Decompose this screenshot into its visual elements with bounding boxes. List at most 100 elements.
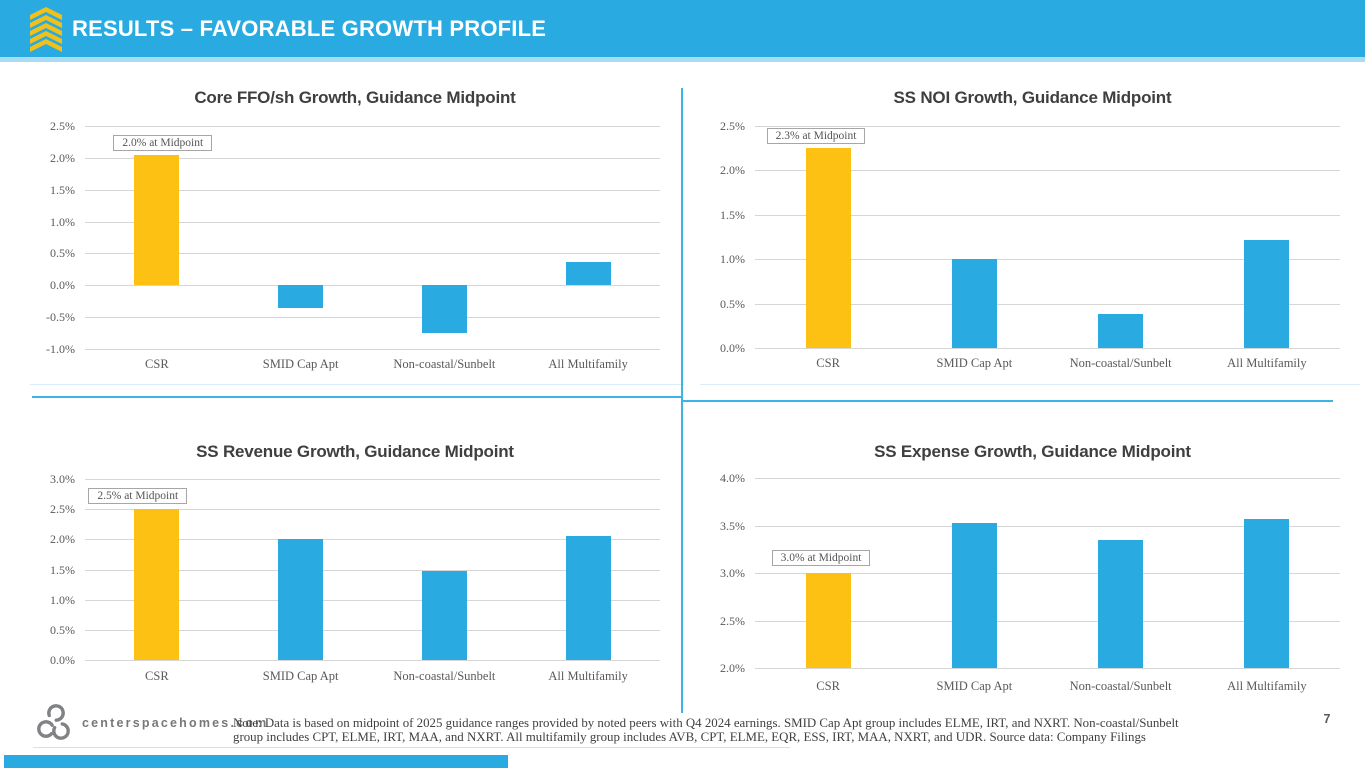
footer-divider-line — [33, 747, 790, 748]
gridline — [755, 668, 1340, 669]
y-axis-tick: 1.5% — [720, 207, 745, 222]
chevron-stack-icon — [29, 7, 63, 57]
bar-all-multifamily — [565, 536, 611, 660]
bar-non-coastal-sunbelt — [421, 570, 467, 660]
bar-csr — [134, 154, 180, 286]
bar-all-multifamily — [1244, 518, 1290, 668]
x-axis-label: SMID Cap Apt — [262, 357, 339, 371]
y-axis-tick: 1.0% — [720, 252, 745, 267]
chart-title: SS Expense Growth, Guidance Midpoint — [874, 442, 1191, 461]
y-axis-tick: 4.0% — [720, 471, 745, 485]
y-axis-tick: 2.0% — [720, 661, 745, 675]
y-axis-tick: -0.5% — [46, 310, 75, 325]
bar-non-coastal-sunbelt — [1098, 539, 1144, 668]
gridline — [755, 259, 1340, 261]
gridline — [85, 629, 660, 631]
y-axis-tick: 2.5% — [720, 119, 745, 133]
bar-csr — [805, 148, 851, 348]
gridline — [85, 221, 660, 223]
y-axis-tick: 3.0% — [50, 472, 75, 486]
section-divider-horizontal-right — [683, 400, 1333, 402]
chart-title: SS NOI Growth, Guidance Midpoint — [893, 88, 1172, 107]
x-axis-label: Non-coastal/Sunbelt — [1069, 679, 1172, 693]
x-axis-label: CSR — [145, 669, 169, 683]
gridline — [85, 509, 660, 511]
chart-ss-noi-growth: SS NOI Growth, Guidance Midpoint 2.3% at… — [700, 85, 1365, 388]
gridline — [755, 126, 1340, 127]
gridline — [755, 348, 1340, 349]
chart-frame-line-top-left — [30, 384, 684, 385]
page-number: 7 — [1323, 712, 1331, 726]
gridline — [755, 620, 1340, 622]
x-axis-label: SMID Cap Apt — [262, 669, 339, 683]
slide-header: RESULTS – FAVORABLE GROWTH PROFILE — [0, 0, 1365, 62]
y-axis-tick: 1.5% — [50, 182, 75, 197]
x-axis-label: Non-coastal/Sunbelt — [393, 357, 496, 371]
y-axis-tick: 2.0% — [720, 163, 745, 178]
gridline — [755, 170, 1340, 172]
page-title: RESULTS – FAVORABLE GROWTH PROFILE — [72, 16, 547, 41]
chart-ss-expense-growth: SS Expense Growth, Guidance Midpoint 3.0… — [700, 438, 1365, 708]
y-axis-tick: 0.0% — [50, 278, 75, 293]
bar-non-coastal-sunbelt — [1098, 314, 1144, 348]
y-axis-tick: 2.5% — [50, 119, 75, 133]
y-axis-tick: 2.0% — [50, 532, 75, 547]
chart-title: SS Revenue Growth, Guidance Midpoint — [196, 442, 514, 461]
bar-smid-cap-apt — [278, 285, 324, 308]
y-axis-tick: 1.0% — [50, 214, 75, 229]
bar-non-coastal-sunbelt — [421, 285, 467, 334]
bar-csr — [134, 509, 180, 660]
gridline — [85, 539, 660, 541]
gridline — [85, 285, 660, 287]
midpoint-callout: 2.0% at Midpoint — [113, 134, 213, 151]
x-axis-label: SMID Cap Apt — [936, 356, 1013, 370]
gridline — [85, 157, 660, 159]
y-axis-tick: 0.5% — [50, 246, 75, 261]
gridline — [85, 126, 660, 127]
x-axis-label: All Multifamily — [548, 669, 628, 683]
gridline — [755, 573, 1340, 574]
y-axis-tick: 0.0% — [720, 341, 745, 355]
gridline — [85, 660, 660, 661]
website-link[interactable]: centerspacehomes.com — [82, 716, 269, 730]
gridline — [85, 569, 660, 571]
x-axis-label: Non-coastal/Sunbelt — [1069, 356, 1172, 370]
y-axis-tick: 2.0% — [50, 150, 75, 165]
x-axis-label: Non-coastal/Sunbelt — [393, 669, 496, 683]
gridline — [755, 214, 1340, 216]
y-axis-tick: 0.0% — [50, 653, 75, 667]
x-axis-label: All Multifamily — [548, 357, 628, 371]
bar-csr — [805, 573, 851, 668]
centerspace-logo — [33, 702, 75, 749]
y-axis-tick: 3.5% — [720, 518, 745, 533]
y-axis-tick: 1.0% — [50, 592, 75, 607]
y-axis-tick: 0.5% — [720, 296, 745, 311]
gridline — [755, 525, 1340, 527]
x-axis-label: SMID Cap Apt — [936, 679, 1013, 693]
x-axis-label: CSR — [816, 679, 840, 693]
midpoint-callout: 2.5% at Midpoint — [88, 488, 188, 505]
gridline — [85, 253, 660, 255]
bar-smid-cap-apt — [951, 522, 997, 668]
gridline — [755, 478, 1340, 479]
chart-core-ffo-growth: Core FFO/sh Growth, Guidance Midpoint 2.… — [30, 85, 680, 389]
gridline — [85, 479, 660, 480]
y-axis-tick: 2.5% — [50, 502, 75, 517]
gridline — [755, 303, 1340, 305]
section-divider-horizontal-left — [32, 396, 683, 398]
chart-title: Core FFO/sh Growth, Guidance Midpoint — [194, 88, 516, 107]
bar-all-multifamily — [1244, 239, 1290, 348]
gridline — [85, 317, 660, 319]
chart-frame-line-top-right — [700, 384, 1360, 385]
gridline — [85, 189, 660, 191]
section-divider-vertical — [681, 88, 683, 713]
y-axis-tick: 1.5% — [50, 562, 75, 577]
footnote-text: Note: Data is based on midpoint of 2025 … — [233, 716, 1179, 744]
chart-ss-revenue-growth: SS Revenue Growth, Guidance Midpoint 2.5… — [30, 438, 680, 700]
midpoint-callout: 3.0% at Midpoint — [771, 550, 871, 566]
y-axis-tick: 2.5% — [720, 613, 745, 628]
bar-smid-cap-apt — [951, 259, 997, 348]
bottom-accent-bar — [4, 755, 508, 768]
x-axis-label: CSR — [145, 357, 169, 371]
